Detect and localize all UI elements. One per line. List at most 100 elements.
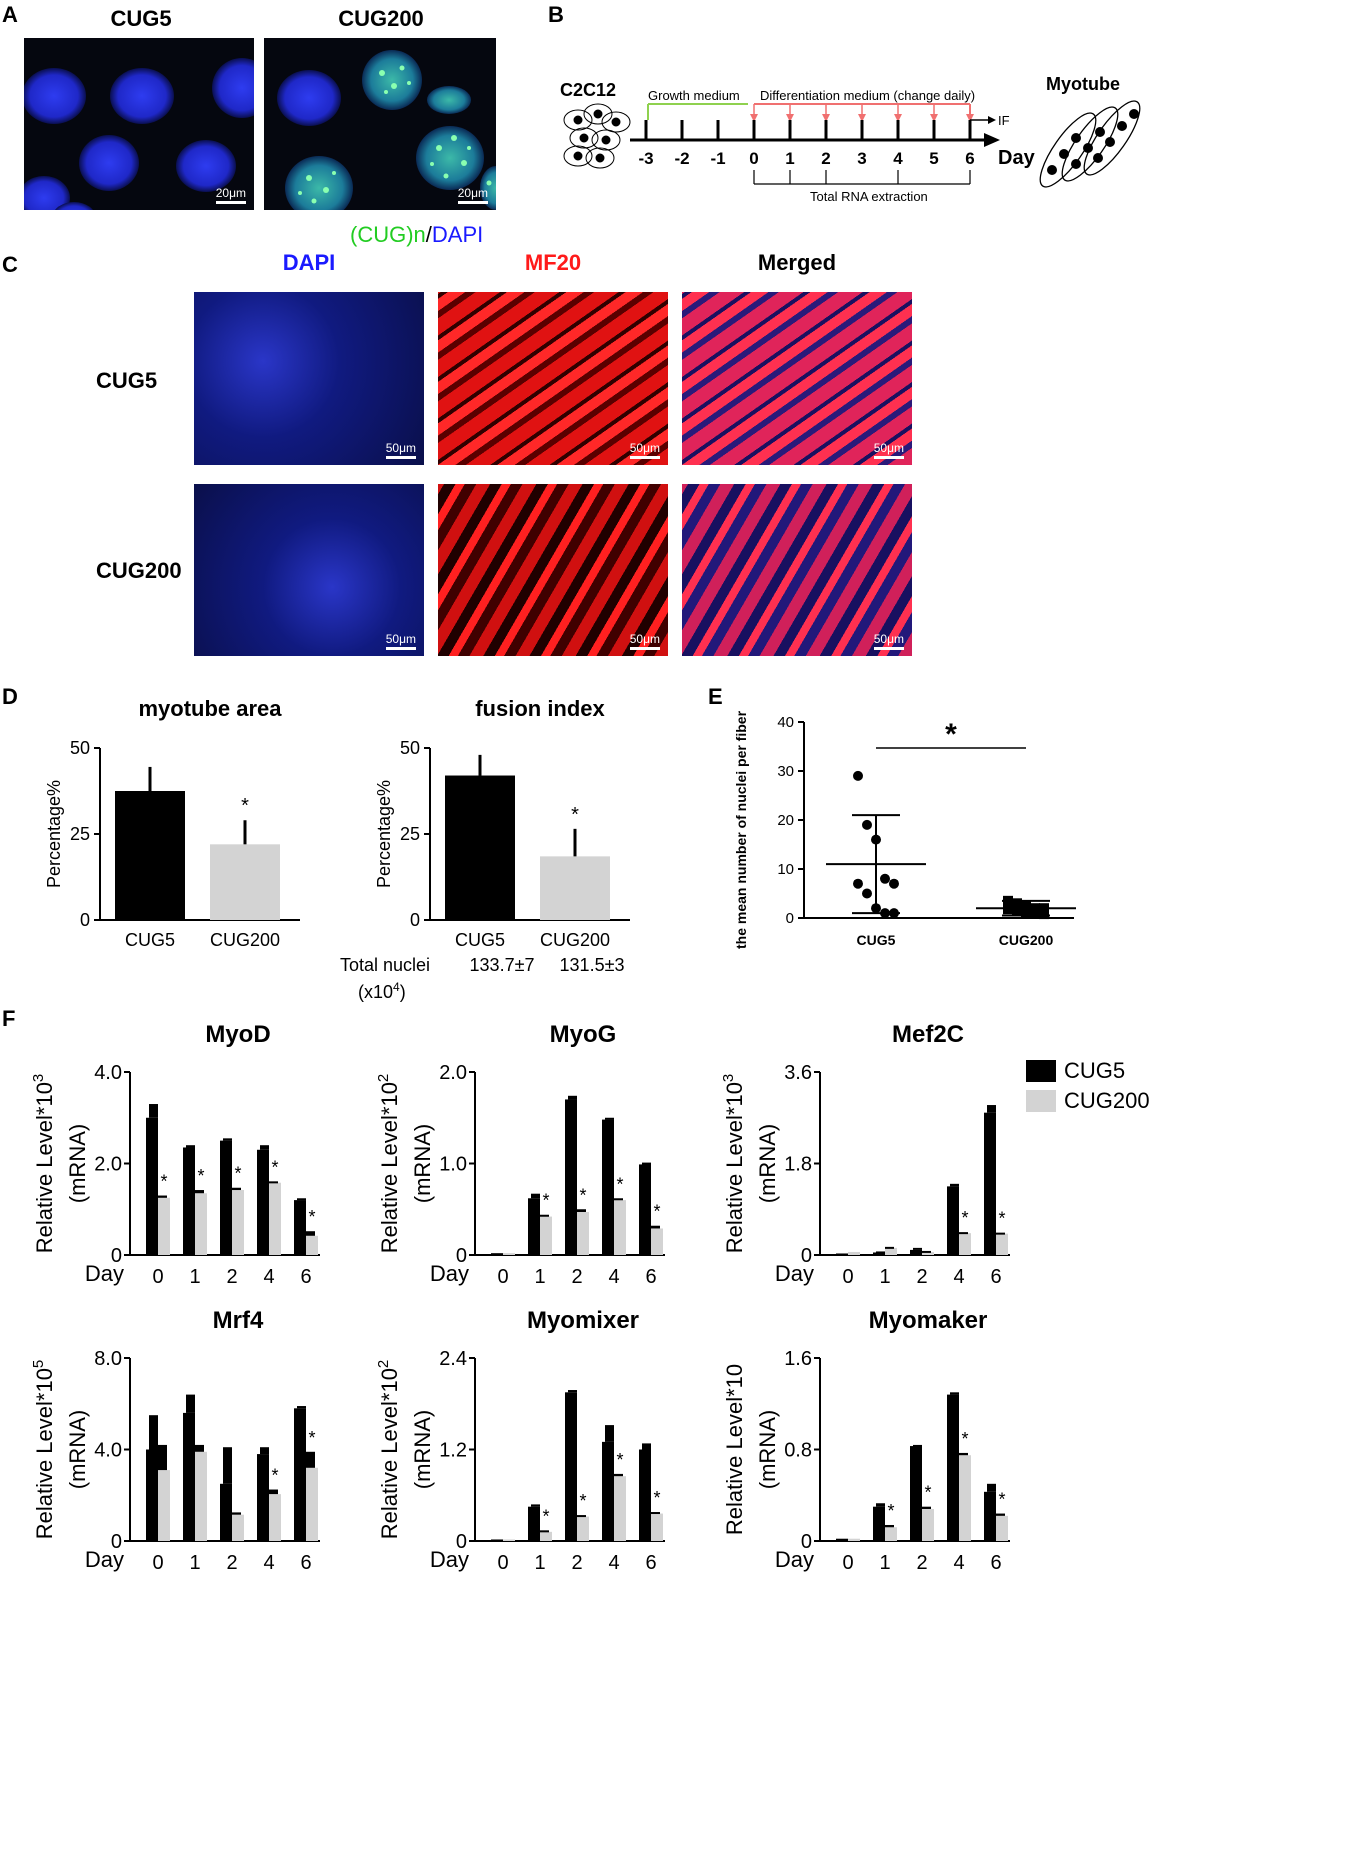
myomaker-title: Myomaker — [869, 1307, 988, 1334]
nuclei-ytick-label: 0 — [786, 910, 794, 927]
myomixer-error-cug200 — [540, 1530, 549, 1533]
nuclei-point-cug5 — [853, 878, 863, 889]
day-tick-label: 1 — [785, 149, 794, 168]
myod-error-cug200 — [232, 1187, 241, 1191]
myomixer-bar-cug200 — [540, 1531, 552, 1541]
scalebar-c6: 50μm — [873, 632, 904, 650]
myomixer-ytick-label: 1.2 — [439, 1440, 467, 1462]
nuclei-point-cug200 — [1012, 898, 1022, 909]
myod-error-cug200 — [195, 1190, 204, 1194]
mrf4-bar-cug5 — [257, 1454, 269, 1541]
myomixer-title: Myomixer — [527, 1307, 639, 1334]
scalebar-a-cug200-text: 20μm — [457, 186, 488, 200]
myomaker-ylabel2: (mRNA) — [755, 1410, 780, 1489]
myomixer-bar-cug5 — [639, 1449, 651, 1541]
mrf4-xtick-label: 6 — [300, 1552, 311, 1574]
myomixer-xtick-label: 2 — [571, 1552, 582, 1574]
mef2c-error-cug5 — [950, 1183, 959, 1187]
myomixer-error-cug5 — [605, 1425, 614, 1442]
myomaker-error-cug5 — [913, 1444, 922, 1447]
scalebar-a-cug200: 20μm — [457, 186, 488, 204]
myod-ytick-label: 2.0 — [94, 1154, 122, 1176]
mef2c-bar-cug200 — [959, 1233, 971, 1255]
myomaker-xtick-label: 1 — [879, 1552, 890, 1574]
myod-significance: * — [197, 1166, 204, 1186]
total-nuclei-cug5: 133.7±7 — [469, 955, 535, 975]
panel-a-title-cug200: CUG200 — [338, 6, 424, 31]
myomixer-ytick-label: 2.4 — [439, 1348, 467, 1370]
myotube-area-xtick-label: CUG5 — [125, 930, 175, 950]
nuclei-point-cug200 — [1012, 905, 1022, 916]
scalebar-c2: 50μm — [629, 441, 660, 459]
myog-bar-cug200 — [614, 1200, 626, 1255]
myotube-area-title: myotube area — [138, 696, 282, 721]
myod-ylabel-base: Relative Level*10 — [32, 1082, 57, 1253]
nuclei-xtick-label: CUG5 — [857, 932, 896, 948]
scalebar-c4: 50μm — [385, 632, 416, 650]
myod-bar-cug5 — [183, 1147, 195, 1255]
mef2c-ylabel-exp: 3 — [720, 1074, 737, 1082]
myomaker-xtick-label: 4 — [953, 1552, 964, 1574]
myomaker-xtick-label: 2 — [916, 1552, 927, 1574]
myomaker-error-cug5 — [876, 1503, 885, 1507]
mef2c-xtick-label: 0 — [842, 1266, 853, 1288]
day-tick-label: 5 — [929, 149, 938, 168]
myog-bar-cug200 — [651, 1228, 663, 1255]
panel-a-title-cug5: CUG5 — [110, 6, 172, 31]
scalebar-c5: 50μm — [629, 632, 660, 650]
myomixer-bar-cug200 — [503, 1539, 515, 1541]
day-tick-label: 3 — [857, 149, 866, 168]
myog-ylabel-exp: 2 — [375, 1074, 392, 1082]
myod-bar-cug5 — [294, 1200, 306, 1255]
myomaker-bar-cug5 — [910, 1446, 922, 1541]
mrf4-ytick-label: 4.0 — [94, 1440, 122, 1462]
mrf4-significance: * — [308, 1428, 315, 1448]
panel-c-title-dapi: DAPI — [282, 250, 336, 275]
myog-ytick-label: 1.0 — [439, 1154, 467, 1176]
myog-bar-cug200 — [540, 1216, 552, 1255]
fusion-index-ylabel: Percentage% — [374, 780, 394, 888]
myog-error-cug5 — [642, 1162, 651, 1165]
mrf4-error-cug200 — [195, 1444, 204, 1452]
myomixer-xtick-label: 1 — [534, 1552, 545, 1574]
scalebar-c1: 50μm — [385, 441, 416, 459]
nuclei-ytick-label: 10 — [777, 861, 794, 878]
myomixer-xtick-label: 6 — [645, 1552, 656, 1574]
mrf4-bar-cug5 — [220, 1483, 232, 1541]
myog-xtick-label: 2 — [571, 1266, 582, 1288]
mef2c-error-cug5 — [913, 1247, 922, 1250]
myomaker-ytick-label: 0.8 — [784, 1440, 812, 1462]
myog-error-cug200 — [614, 1198, 623, 1201]
myotube-area-ylabel: Percentage% — [44, 780, 64, 888]
mef2c-bar-cug200 — [885, 1247, 897, 1255]
myoblast-cells — [563, 103, 631, 169]
myomixer-bar-cug200 — [614, 1476, 626, 1541]
myog-significance: * — [653, 1202, 660, 1222]
myod-bar-cug200 — [306, 1235, 318, 1255]
medium-change-arrowhead — [822, 114, 830, 122]
mrf4-bar-cug200 — [158, 1470, 170, 1541]
mrf4-error-cug200 — [269, 1489, 278, 1495]
mrf4-xtick-label: 1 — [189, 1552, 200, 1574]
mrf4-ytick-label: 8.0 — [94, 1348, 122, 1370]
mef2c-ylabel2: (mRNA) — [755, 1124, 780, 1203]
myog-significance: * — [616, 1174, 623, 1194]
nuclei-ytick-label: 30 — [777, 763, 794, 780]
mrf4-xtick-label: 2 — [226, 1552, 237, 1574]
legend-item-cug5: CUG5 — [1026, 1056, 1150, 1086]
mef2c-error-cug5 — [987, 1105, 996, 1113]
fusion-index-ytick-label: 50 — [400, 738, 420, 758]
panel-e-label: E — [708, 684, 723, 709]
myomaker-significance: * — [924, 1483, 931, 1503]
myod-error-cug5 — [186, 1145, 195, 1148]
mef2c-bar-cug5 — [836, 1253, 848, 1255]
myod-error-cug200 — [158, 1195, 167, 1198]
mrf4-bar-cug5 — [294, 1408, 306, 1541]
myod-ylabel: Relative Level*103 — [30, 1074, 57, 1254]
myod-ylabel2: (mRNA) — [65, 1124, 90, 1203]
myod-error-cug200 — [269, 1181, 278, 1184]
myotube-area-ytick-label: 25 — [70, 824, 90, 844]
myomaker-ytick-label: 1.6 — [784, 1348, 812, 1370]
